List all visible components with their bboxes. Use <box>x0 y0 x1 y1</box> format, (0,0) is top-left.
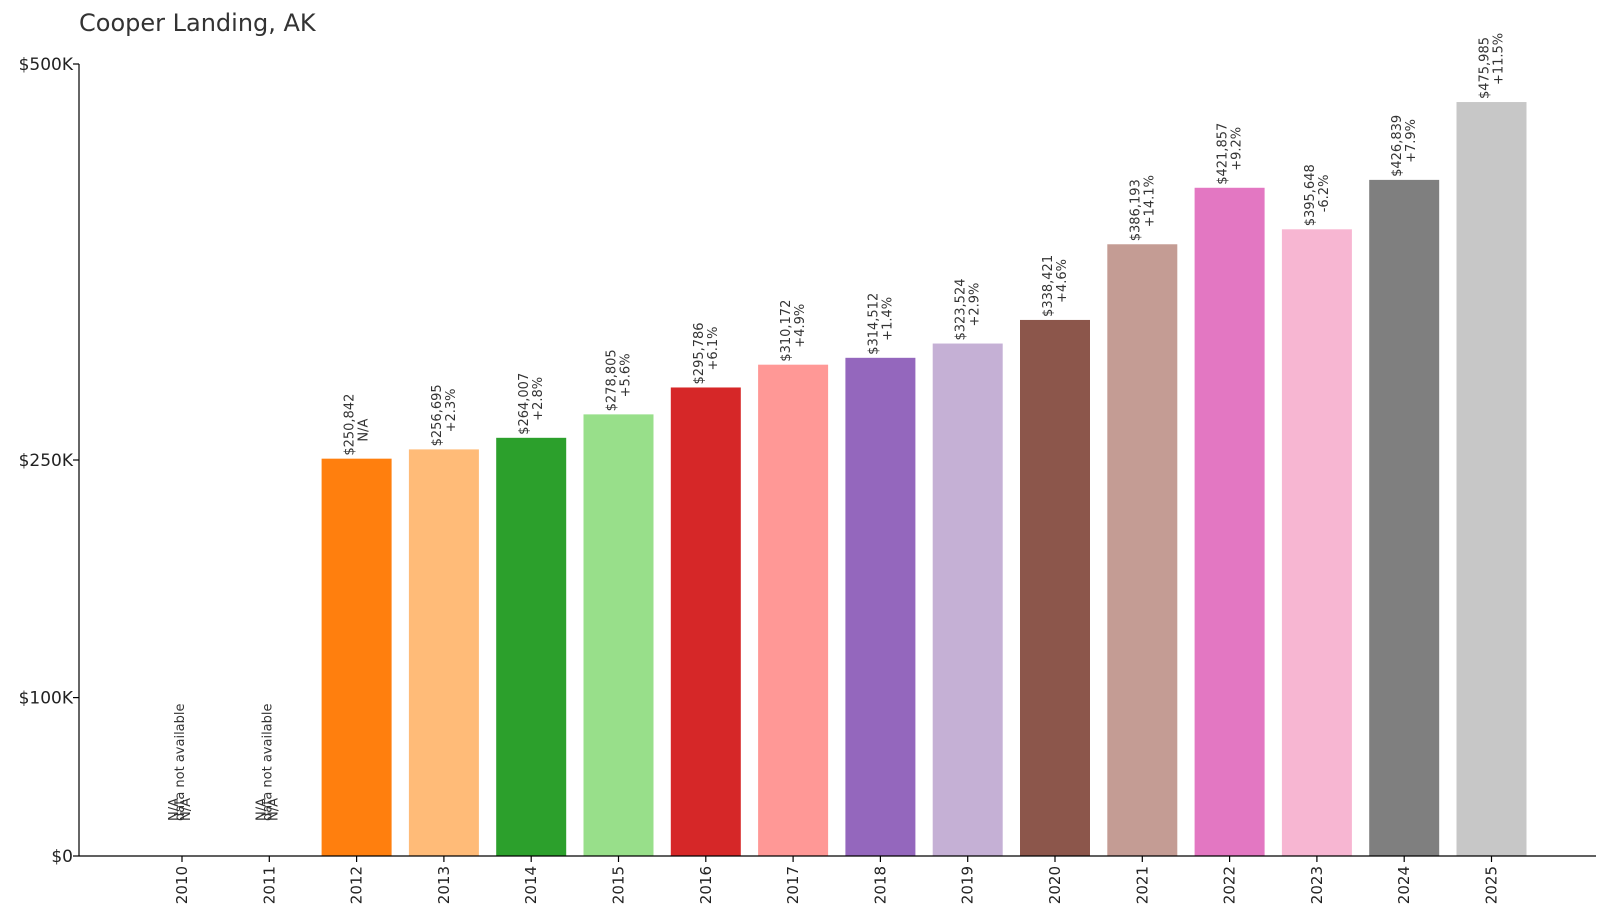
bar-2025 <box>1456 102 1527 857</box>
bar-2012 <box>321 458 392 856</box>
x-tick-label: 2011 <box>260 866 278 904</box>
change-label: +4.6% <box>1055 259 1070 303</box>
change-label: +7.9% <box>1404 119 1419 163</box>
missing-note-label: data not available <box>173 703 188 821</box>
y-axis-ticks: $0 $100K $250K $500K <box>19 55 79 867</box>
bar-2022 <box>1194 187 1265 857</box>
change-label: +2.3% <box>444 388 459 432</box>
x-tick-label: 2023 <box>1308 866 1326 904</box>
value-label: $395,648 <box>1303 164 1318 226</box>
value-label: $295,786 <box>692 322 707 384</box>
bar-2015 <box>583 414 654 856</box>
x-tick-label: 2019 <box>959 866 977 904</box>
change-label: +1.4% <box>880 297 895 341</box>
bar-2020 <box>1020 319 1090 856</box>
x-tick-label: 2016 <box>697 866 715 904</box>
change-label: +11.5% <box>1492 33 1507 85</box>
x-tick-label: 2013 <box>435 866 453 904</box>
change-label: N/A <box>266 798 281 821</box>
value-label: $264,007 <box>517 373 532 435</box>
bar-2018 <box>845 357 916 856</box>
value-label: $310,172 <box>779 300 794 362</box>
bar-2023 <box>1281 229 1352 856</box>
value-label: N/A <box>254 798 269 821</box>
value-label: $323,524 <box>954 279 969 341</box>
value-label: $250,842 <box>343 394 358 456</box>
x-tick-label: 2015 <box>610 866 628 904</box>
change-label: +2.8% <box>531 377 546 421</box>
change-label: +9.2% <box>1230 127 1245 171</box>
x-tick-label: 2012 <box>348 866 366 904</box>
change-label: +14.1% <box>1142 175 1157 227</box>
x-tick-label: 2018 <box>871 866 889 904</box>
bar-2017 <box>758 364 829 856</box>
change-label: +6.1% <box>706 327 721 371</box>
x-axis-ticks: 2010 2011 2012 2013 2014 2015 2016 2017 2018 2019… <box>173 856 1501 904</box>
value-label: $256,695 <box>430 384 445 446</box>
y-tick-label: $0 <box>51 847 73 867</box>
x-tick-label: 2017 <box>784 866 802 904</box>
x-tick-label: 2022 <box>1221 866 1239 904</box>
bar-2013 <box>408 449 479 856</box>
x-tick-label: 2020 <box>1046 866 1064 904</box>
value-label: $475,985 <box>1478 37 1493 99</box>
value-label: $386,193 <box>1128 179 1143 241</box>
y-tick-label: $500K <box>19 55 74 75</box>
change-label: +4.9% <box>793 304 808 348</box>
bar-2021 <box>1107 244 1178 857</box>
value-label: $426,839 <box>1390 115 1405 177</box>
bars-group <box>321 102 1527 857</box>
value-label: $338,421 <box>1041 255 1056 317</box>
y-tick-label: $100K <box>19 689 74 709</box>
value-label: $278,805 <box>605 349 620 411</box>
bar-2016 <box>670 387 741 856</box>
change-label: +5.6% <box>619 353 634 397</box>
change-label: -6.2% <box>1317 175 1332 213</box>
x-tick-label: 2014 <box>522 866 540 904</box>
bar-2024 <box>1369 179 1440 856</box>
value-label: $421,857 <box>1216 123 1231 185</box>
x-tick-label: 2024 <box>1395 866 1413 904</box>
change-label: +2.9% <box>968 283 983 327</box>
value-label: $314,512 <box>866 293 881 355</box>
value-label: N/A <box>167 798 182 821</box>
chart-title: Cooper Landing, AK <box>79 9 317 37</box>
missing-note-label: data not available <box>260 703 275 821</box>
x-tick-label: 2010 <box>173 866 191 904</box>
x-tick-label: 2021 <box>1133 866 1151 904</box>
bar-2014 <box>496 437 567 856</box>
bar-2019 <box>932 343 1003 857</box>
change-label: N/A <box>357 419 372 442</box>
y-tick-label: $250K <box>19 451 74 471</box>
x-tick-label: 2025 <box>1483 866 1501 904</box>
change-label: N/A <box>179 798 194 821</box>
